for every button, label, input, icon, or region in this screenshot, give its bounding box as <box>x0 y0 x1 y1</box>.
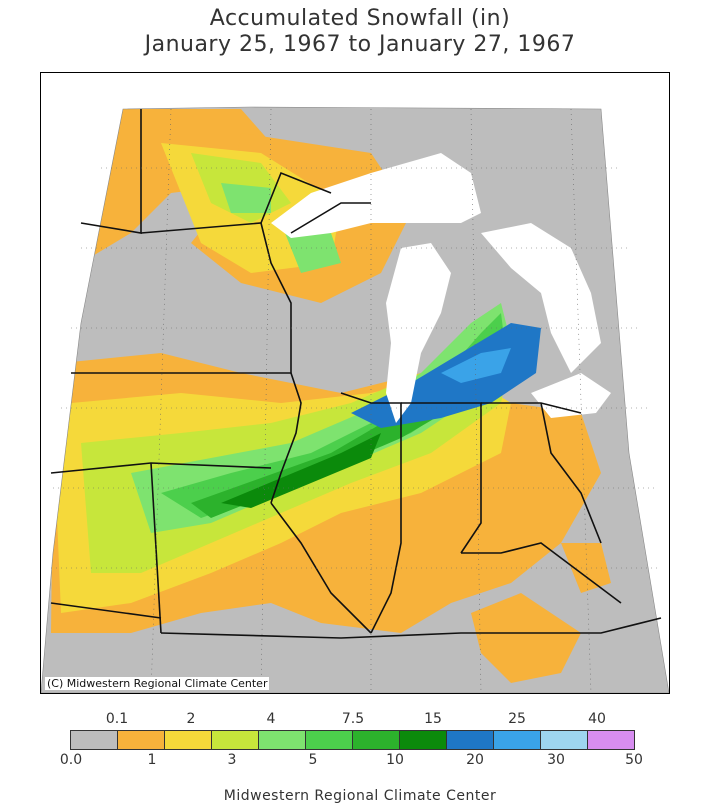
legend-lower-label: 20 <box>466 752 484 768</box>
legend-swatch <box>353 731 400 749</box>
legend-color-bar <box>70 730 635 750</box>
legend-swatch <box>165 731 212 749</box>
legend-upper-label: 25 <box>508 711 526 727</box>
credit-label: (C) Midwestern Regional Climate Center <box>45 677 270 690</box>
snowfall-map <box>40 72 670 694</box>
legend-swatch <box>588 731 634 749</box>
legend-swatch <box>212 731 259 749</box>
legend-lower-label: 5 <box>308 752 318 768</box>
legend-swatch <box>541 731 588 749</box>
legend-swatch <box>494 731 541 749</box>
legend-swatch <box>400 731 447 749</box>
legend-swatch <box>447 731 494 749</box>
legend-lower-label: 1 <box>147 752 157 768</box>
map-title: Accumulated Snowfall (in) <box>209 6 511 31</box>
legend-swatch <box>306 731 353 749</box>
legend-swatch <box>71 731 118 749</box>
legend-swatch <box>118 731 165 749</box>
legend-lower-label: 10 <box>386 752 404 768</box>
footer-credit: Midwestern Regional Climate Center <box>223 788 497 804</box>
legend-upper-label: 40 <box>588 711 606 727</box>
legend-lower-label: 30 <box>547 752 565 768</box>
legend-lower-label: 50 <box>625 752 643 768</box>
legend-upper-label: 7.5 <box>341 711 365 727</box>
legend-upper-label: 15 <box>424 711 442 727</box>
legend-lower-label: 0.0 <box>59 752 83 768</box>
legend-lower-label: 3 <box>227 752 237 768</box>
legend-upper-label: 4 <box>266 711 276 727</box>
legend-upper-label: 2 <box>186 711 196 727</box>
map-date-range: January 25, 1967 to January 27, 1967 <box>144 32 576 57</box>
legend-swatch <box>259 731 306 749</box>
legend-upper-label: 0.1 <box>105 711 129 727</box>
